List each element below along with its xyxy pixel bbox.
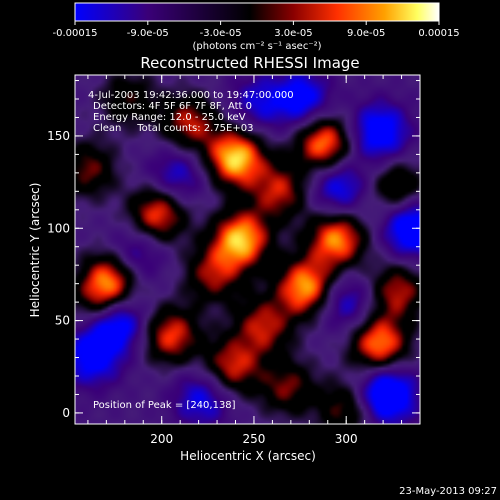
info-block: 4-Jul-2003 19:42:36.000 to 19:47:00.000 …: [88, 90, 294, 134]
x-tick-label: 250: [243, 432, 266, 446]
colorbar-tick-label: 3.0e-05: [274, 28, 312, 39]
y-tick-label: 50: [55, 314, 70, 328]
colorbar-tick-label: -3.0e-05: [200, 28, 242, 39]
y-tick-label: 100: [47, 221, 70, 235]
colorbar: -0.00015 -9.0e-05 -3.0e-05 3.0e-05 9.0e-05 0.…: [53, 2, 460, 52]
info-line-detectors: Detectors: 4F 5F 6F 7F 8F, Att 0: [93, 101, 252, 112]
y-tick-label: 150: [47, 129, 70, 143]
colorbar-tick-label: 0.00015: [418, 28, 459, 39]
colorbar-tick-label: -9.0e-05: [127, 28, 169, 39]
info-line-time: 4-Jul-2003 19:42:36.000 to 19:47:00.000: [88, 90, 294, 101]
colorbar-tick-label: -0.00015: [53, 28, 98, 39]
peak-position-label: Position of Peak = [240,138]: [93, 400, 236, 411]
x-tick-label: 200: [150, 432, 173, 446]
colorbar-units-label: (photons cm⁻² s⁻¹ asec⁻²): [192, 41, 321, 52]
x-tick-label: 300: [335, 432, 358, 446]
info-line-energy: Energy Range: 12.0 - 25.0 keV: [93, 112, 246, 123]
y-tick-label: 0: [62, 406, 70, 420]
colorbar-frame: [74, 2, 440, 22]
chart-title: Reconstructed RHESSI Image: [140, 54, 359, 72]
footer-timestamp: 23-May-2013 09:27: [399, 486, 497, 497]
heatmap-image: [75, 75, 420, 424]
y-axis-label: Heliocentric Y (arcsec): [28, 183, 42, 318]
colorbar-tick-label: 9.0e-05: [347, 28, 385, 39]
plot-frame: [74, 74, 421, 425]
x-axis-label: Heliocentric X (arcsec): [180, 449, 316, 463]
colorbar-gradient: [75, 3, 439, 21]
info-line-counts: Clean Total counts: 2.75E+03: [93, 123, 253, 134]
